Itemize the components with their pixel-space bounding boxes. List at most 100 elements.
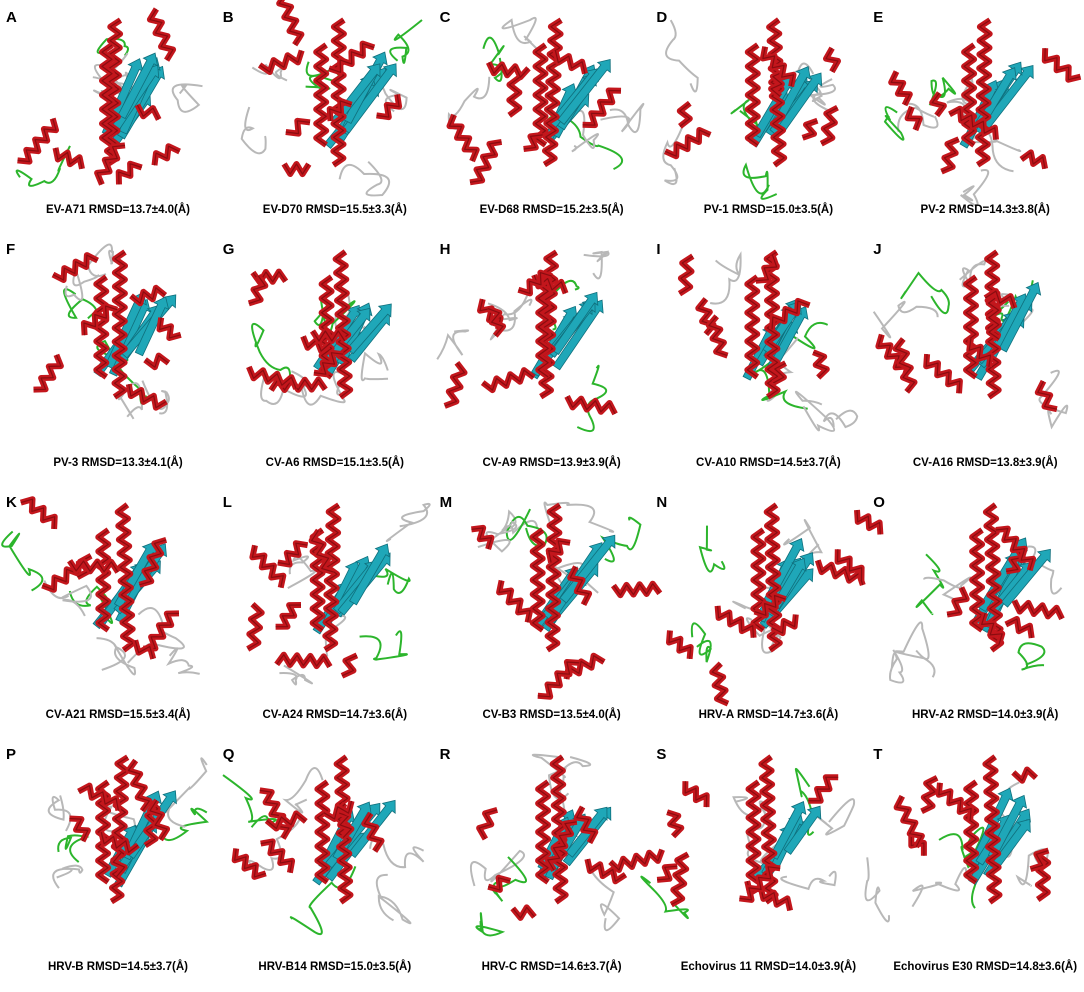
loop [47, 795, 72, 832]
helix [19, 496, 58, 530]
strand [346, 303, 392, 355]
helix-shade [684, 781, 708, 808]
panel-caption: CV-A24 RMSD=14.7±3.6(Å) [262, 708, 407, 721]
loop [872, 300, 939, 339]
structure [47, 754, 210, 905]
loop [477, 520, 518, 553]
structure [471, 501, 663, 700]
helix-shade [54, 147, 83, 169]
structure [1, 496, 200, 676]
panel: F PV-3 RMSD=13.3±4.1(Å) [6, 241, 183, 469]
helix-shade [609, 849, 663, 871]
panel: J CV-A16 RMSD=13.8±3.9(Å) [872, 241, 1069, 469]
helix-shade [747, 44, 759, 146]
panel-caption: CV-A21 RMSD=15.5±3.4(Å) [46, 708, 191, 721]
helix-shade [1013, 600, 1063, 620]
helix-shade [977, 19, 991, 166]
helix-shade [52, 254, 98, 281]
helix-shade [33, 354, 62, 391]
loop [359, 630, 408, 661]
helix-shade [1012, 768, 1037, 782]
helix-shade [537, 781, 549, 883]
helix-shade [332, 19, 345, 166]
helix-shade [276, 654, 331, 668]
helix-shade [96, 144, 126, 185]
loop [501, 16, 539, 51]
panel-letter: D [656, 9, 667, 26]
helix-shade [965, 781, 977, 883]
loop [583, 250, 610, 280]
loop [279, 664, 313, 686]
helix-shade [277, 542, 308, 566]
panel-letter: K [6, 494, 17, 511]
helix-shade [266, 812, 307, 830]
helix-shade [679, 255, 694, 295]
loop [897, 102, 939, 132]
helix-shade [482, 369, 535, 391]
loop [822, 409, 859, 429]
helix-shade [566, 396, 616, 415]
panel-caption: CV-B3 RMSD=13.5±4.0(Å) [482, 708, 620, 721]
helix-shade [444, 362, 466, 407]
helix-shade [711, 663, 729, 705]
panel-letter: F [6, 241, 15, 258]
helix-shade [890, 71, 911, 106]
panel-letter: P [6, 746, 16, 763]
loop [15, 145, 71, 187]
loop [915, 553, 945, 616]
panel: S Echovirus 11 RMSD=14.0±3.9(Å) [640, 746, 857, 973]
loop [543, 501, 615, 533]
helix-shade [316, 781, 329, 883]
helix-shade [965, 276, 977, 378]
panel: K CV-A21 RMSD=15.5±3.4(Å) [1, 494, 200, 721]
helix-shade [747, 781, 760, 883]
loop [690, 622, 713, 663]
panel-caption: CV-A9 RMSD=13.9±3.9(Å) [482, 456, 620, 469]
helix-shade [808, 776, 839, 802]
helix-shade [938, 782, 972, 821]
helix-shade [248, 275, 266, 304]
helix-shade [825, 47, 839, 72]
helix-shade [153, 145, 180, 166]
loop [52, 864, 84, 889]
strand [342, 63, 397, 134]
panel-caption: Echovirus 11 RMSD=14.0±3.9(Å) [681, 960, 857, 973]
helix-shade [285, 120, 311, 135]
panel: B EV-D70 RMSD=15.5±3.3(Å) [223, 0, 423, 216]
strand [769, 801, 807, 860]
helix-shade [679, 102, 691, 127]
helix-shade [664, 129, 711, 157]
panel-caption: HRV-A RMSD=14.7±3.6(Å) [699, 708, 839, 721]
helix-shade [569, 566, 590, 605]
panel: E PV-2 RMSD=14.3±3.8(Å) [873, 9, 1082, 216]
structure [222, 754, 425, 936]
panel-letter: N [656, 494, 667, 511]
helix-shade [907, 106, 921, 131]
panel-caption: EV-D70 RMSD=15.5±3.3(Å) [263, 203, 407, 216]
loop [287, 555, 317, 589]
helix-shade [988, 295, 1000, 340]
helix-shade [984, 756, 1001, 903]
loop [282, 766, 324, 814]
loop [662, 121, 686, 186]
loop [251, 322, 291, 383]
helix-shade [984, 290, 1016, 309]
strand [981, 67, 1017, 119]
loop [165, 647, 200, 675]
panel-letter: H [440, 241, 451, 258]
panel-letter: J [873, 241, 881, 258]
structure [883, 17, 1082, 207]
helix-shade [20, 498, 56, 530]
helix-shade [111, 756, 129, 903]
panel-caption: Echovirus E30 RMSD=14.8±3.6(Å) [893, 960, 1077, 973]
helix-shade [311, 330, 346, 342]
loop [364, 567, 411, 594]
helix-shade [487, 308, 504, 337]
helix [608, 848, 665, 873]
helix-shade [534, 44, 547, 146]
panel-letter: T [873, 746, 882, 763]
loop [299, 371, 352, 406]
helix-shade [488, 62, 529, 78]
helix-shade [717, 605, 755, 638]
helix-shade [311, 530, 334, 573]
